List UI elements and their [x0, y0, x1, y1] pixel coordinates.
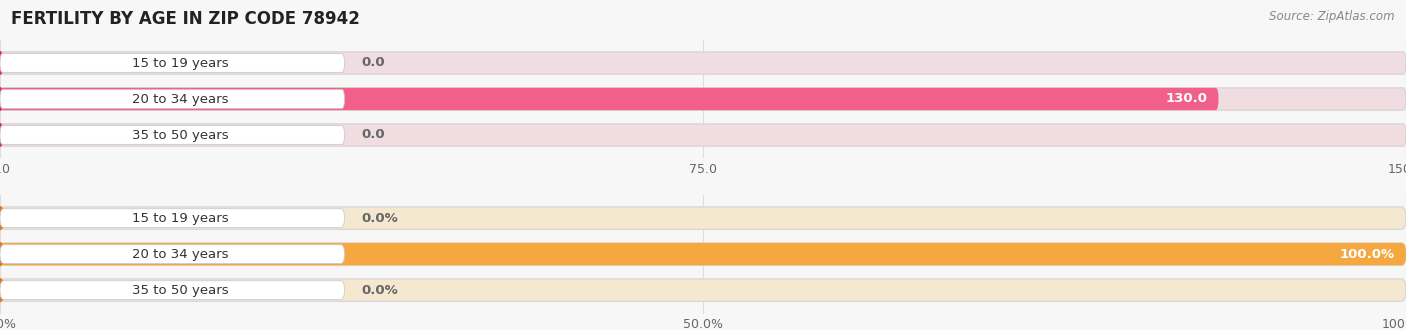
FancyBboxPatch shape — [0, 243, 1406, 265]
Text: 20 to 34 years: 20 to 34 years — [132, 248, 229, 261]
Text: 35 to 50 years: 35 to 50 years — [132, 128, 228, 142]
FancyBboxPatch shape — [0, 88, 1219, 110]
Text: Source: ZipAtlas.com: Source: ZipAtlas.com — [1270, 10, 1395, 23]
Text: 15 to 19 years: 15 to 19 years — [132, 56, 228, 70]
Circle shape — [0, 279, 4, 302]
Text: 35 to 50 years: 35 to 50 years — [132, 283, 229, 297]
FancyBboxPatch shape — [0, 281, 344, 299]
FancyBboxPatch shape — [0, 52, 1406, 74]
Circle shape — [0, 124, 3, 147]
FancyBboxPatch shape — [0, 279, 1406, 301]
FancyBboxPatch shape — [0, 243, 1406, 265]
Circle shape — [0, 207, 4, 229]
FancyBboxPatch shape — [0, 54, 344, 72]
Text: 20 to 34 years: 20 to 34 years — [132, 92, 228, 106]
FancyBboxPatch shape — [0, 126, 344, 144]
Circle shape — [0, 51, 3, 74]
Text: 15 to 19 years: 15 to 19 years — [132, 212, 229, 225]
Text: FERTILITY BY AGE IN ZIP CODE 78942: FERTILITY BY AGE IN ZIP CODE 78942 — [11, 10, 360, 28]
FancyBboxPatch shape — [0, 90, 344, 108]
Circle shape — [0, 243, 4, 265]
Text: 130.0: 130.0 — [1166, 92, 1208, 106]
Text: 0.0%: 0.0% — [361, 212, 398, 225]
FancyBboxPatch shape — [0, 245, 344, 263]
FancyBboxPatch shape — [0, 207, 1406, 229]
Circle shape — [0, 88, 3, 110]
Text: 0.0: 0.0 — [361, 128, 385, 142]
FancyBboxPatch shape — [0, 209, 344, 227]
Text: 0.0: 0.0 — [361, 56, 385, 70]
Text: 100.0%: 100.0% — [1340, 248, 1395, 261]
FancyBboxPatch shape — [0, 88, 1406, 110]
FancyBboxPatch shape — [0, 124, 1406, 146]
Text: 0.0%: 0.0% — [361, 283, 398, 297]
